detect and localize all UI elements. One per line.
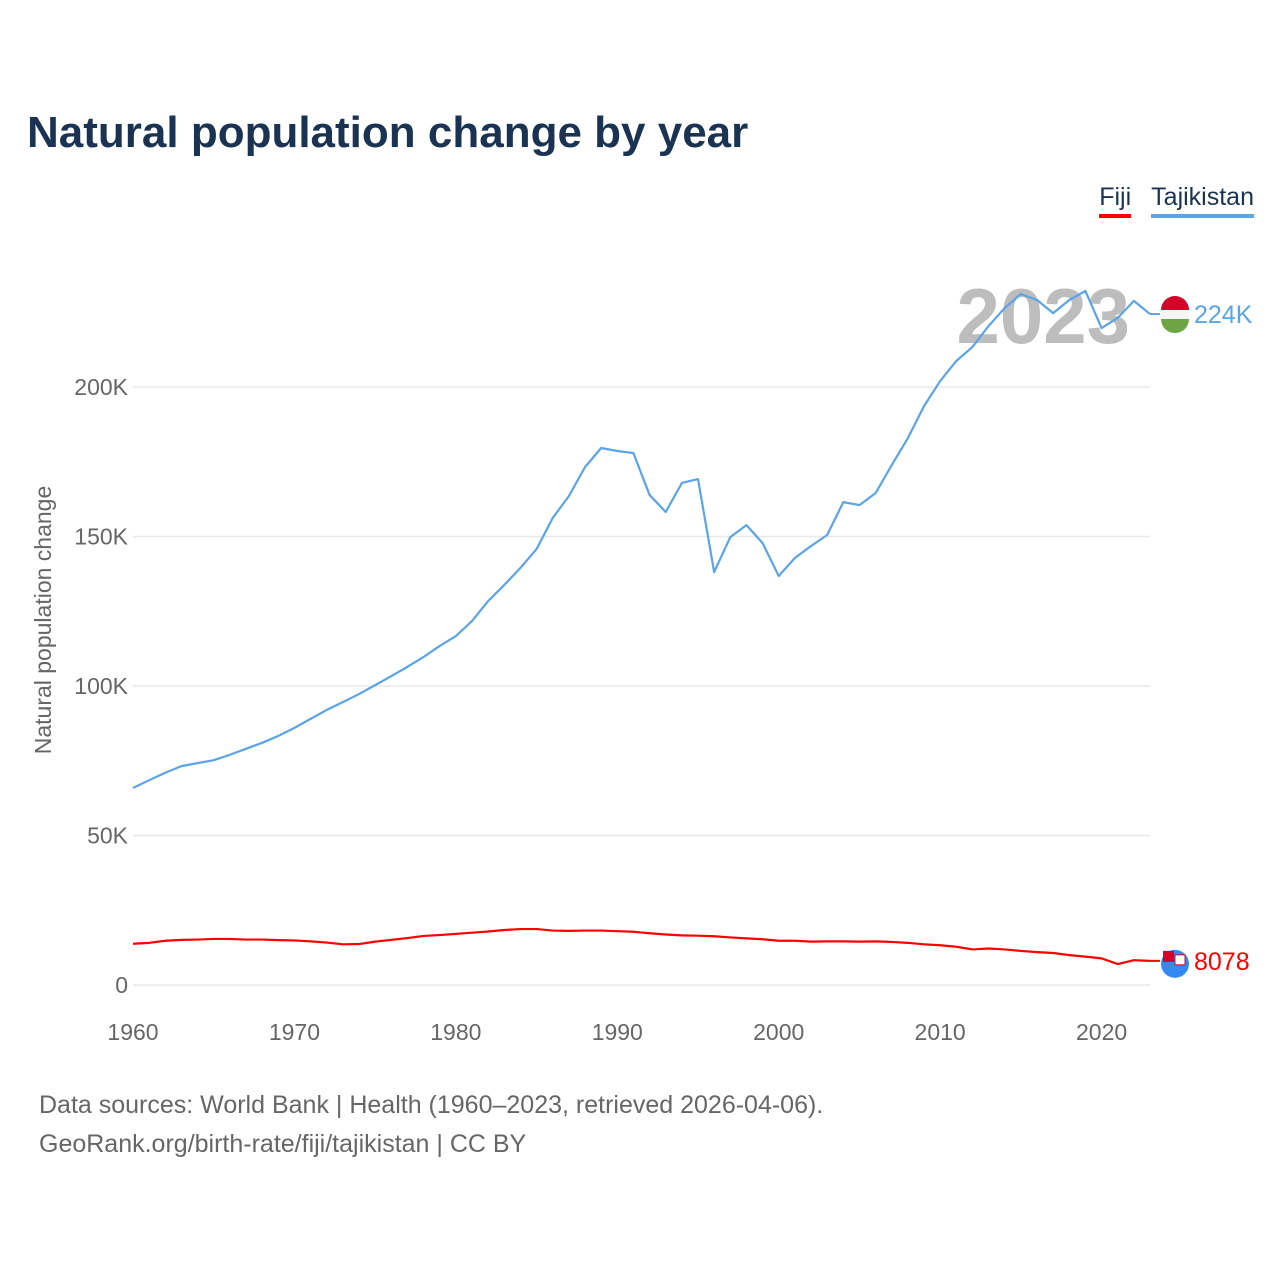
source-link[interactable]: GeoRank.org/birth-rate/fiji/tajikistan |…: [39, 1130, 527, 1158]
data-source-text: Data sources: World Bank | Health (1960–…: [39, 1091, 824, 1119]
y-tick-label: 0: [115, 972, 128, 998]
y-tick-label: 50K: [87, 823, 129, 849]
y-tick-label: 200K: [74, 374, 128, 400]
x-tick-label: 2020: [1076, 1019, 1127, 1045]
x-tick-label: 1960: [107, 1019, 158, 1045]
x-tick-label: 1990: [592, 1019, 643, 1045]
series-line-fiji: [132, 927, 1151, 966]
y-tick-label: 100K: [74, 673, 128, 699]
chart-title: Natural population change by year: [27, 108, 749, 157]
flag-canton: [1163, 950, 1174, 962]
footer: Data sources: World Bank | Health (1960–…: [39, 1086, 823, 1164]
y-tick-label: 150K: [74, 524, 128, 550]
flag-stripe: [1161, 296, 1189, 311]
end-label-tajikistan: 224K: [1194, 301, 1253, 329]
x-tick-label: 1970: [269, 1019, 320, 1045]
legend-item-fiji[interactable]: Fiji: [1099, 183, 1132, 218]
x-tick-label: 1980: [430, 1019, 481, 1045]
flag-stripe: [1161, 319, 1189, 334]
y-axis-label: Natural population change: [30, 486, 56, 755]
line-chart: 0 50K 100K 150K 200K 1960 1970 1980 1990 2000 2010…: [30, 272, 1253, 1045]
year-overlay: 2023: [956, 272, 1130, 360]
flag-shield: [1174, 954, 1186, 966]
legend: Fiji Tajikistan: [1099, 183, 1254, 218]
x-tick-label: 2010: [915, 1019, 966, 1045]
legend-item-tajikistan[interactable]: Tajikistan: [1151, 183, 1254, 218]
x-tick-label: 2000: [753, 1019, 804, 1045]
end-label-fiji: 8078: [1194, 948, 1250, 976]
series-line-tajikistan: [132, 289, 1151, 789]
